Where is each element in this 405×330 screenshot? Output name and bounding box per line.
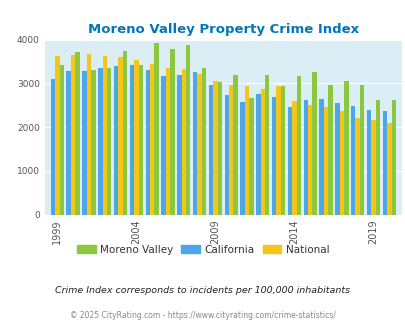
Bar <box>323 107 328 214</box>
Bar <box>224 95 228 214</box>
Bar <box>71 55 75 214</box>
Bar <box>271 97 276 214</box>
Bar <box>91 70 95 214</box>
Bar <box>107 68 111 214</box>
Bar <box>287 107 292 214</box>
Bar <box>197 74 201 215</box>
Bar <box>296 76 301 214</box>
Title: Moreno Valley Property Crime Index: Moreno Valley Property Crime Index <box>87 23 358 36</box>
Bar <box>375 100 379 214</box>
Bar <box>240 102 244 214</box>
Bar <box>102 56 107 214</box>
Bar <box>118 57 122 215</box>
Bar <box>350 106 355 214</box>
Bar <box>276 85 280 214</box>
Bar <box>390 100 395 214</box>
Bar <box>98 68 102 215</box>
Bar <box>170 49 174 214</box>
Bar <box>75 52 79 214</box>
Legend: Moreno Valley, California, National: Moreno Valley, California, National <box>72 241 333 259</box>
Bar <box>319 99 323 214</box>
Bar <box>192 72 197 214</box>
Bar <box>60 65 64 214</box>
Bar <box>339 111 343 214</box>
Bar <box>264 75 269 214</box>
Bar <box>177 76 181 214</box>
Bar <box>303 100 307 214</box>
Bar <box>51 79 55 214</box>
Bar <box>134 60 138 214</box>
Bar <box>161 76 165 214</box>
Bar <box>114 66 118 214</box>
Bar <box>181 69 185 215</box>
Bar <box>129 65 134 214</box>
Bar <box>244 86 249 214</box>
Bar <box>328 84 332 214</box>
Bar <box>292 101 296 214</box>
Bar <box>343 81 347 214</box>
Bar <box>260 89 264 214</box>
Bar <box>335 103 339 214</box>
Bar <box>201 68 206 214</box>
Bar <box>217 82 222 214</box>
Bar <box>312 72 316 214</box>
Bar <box>145 70 149 214</box>
Text: © 2025 CityRating.com - https://www.cityrating.com/crime-statistics/: © 2025 CityRating.com - https://www.city… <box>70 311 335 320</box>
Bar <box>138 65 143 214</box>
Bar <box>82 71 87 215</box>
Bar <box>366 111 370 214</box>
Bar <box>256 94 260 214</box>
Bar <box>66 71 71 214</box>
Text: Crime Index corresponds to incidents per 100,000 inhabitants: Crime Index corresponds to incidents per… <box>55 286 350 295</box>
Bar <box>55 56 60 214</box>
Bar <box>165 68 170 214</box>
Bar <box>122 51 127 214</box>
Bar <box>87 54 91 214</box>
Bar <box>213 81 217 214</box>
Bar <box>386 123 390 214</box>
Bar <box>208 85 213 214</box>
Bar <box>355 118 359 214</box>
Bar <box>249 98 253 214</box>
Bar <box>233 75 237 214</box>
Bar <box>154 43 158 214</box>
Bar <box>307 105 312 214</box>
Bar <box>359 85 363 214</box>
Bar <box>149 64 154 214</box>
Bar <box>185 45 190 214</box>
Bar <box>370 120 375 214</box>
Bar <box>280 85 285 214</box>
Bar <box>228 85 233 214</box>
Bar <box>382 111 386 214</box>
